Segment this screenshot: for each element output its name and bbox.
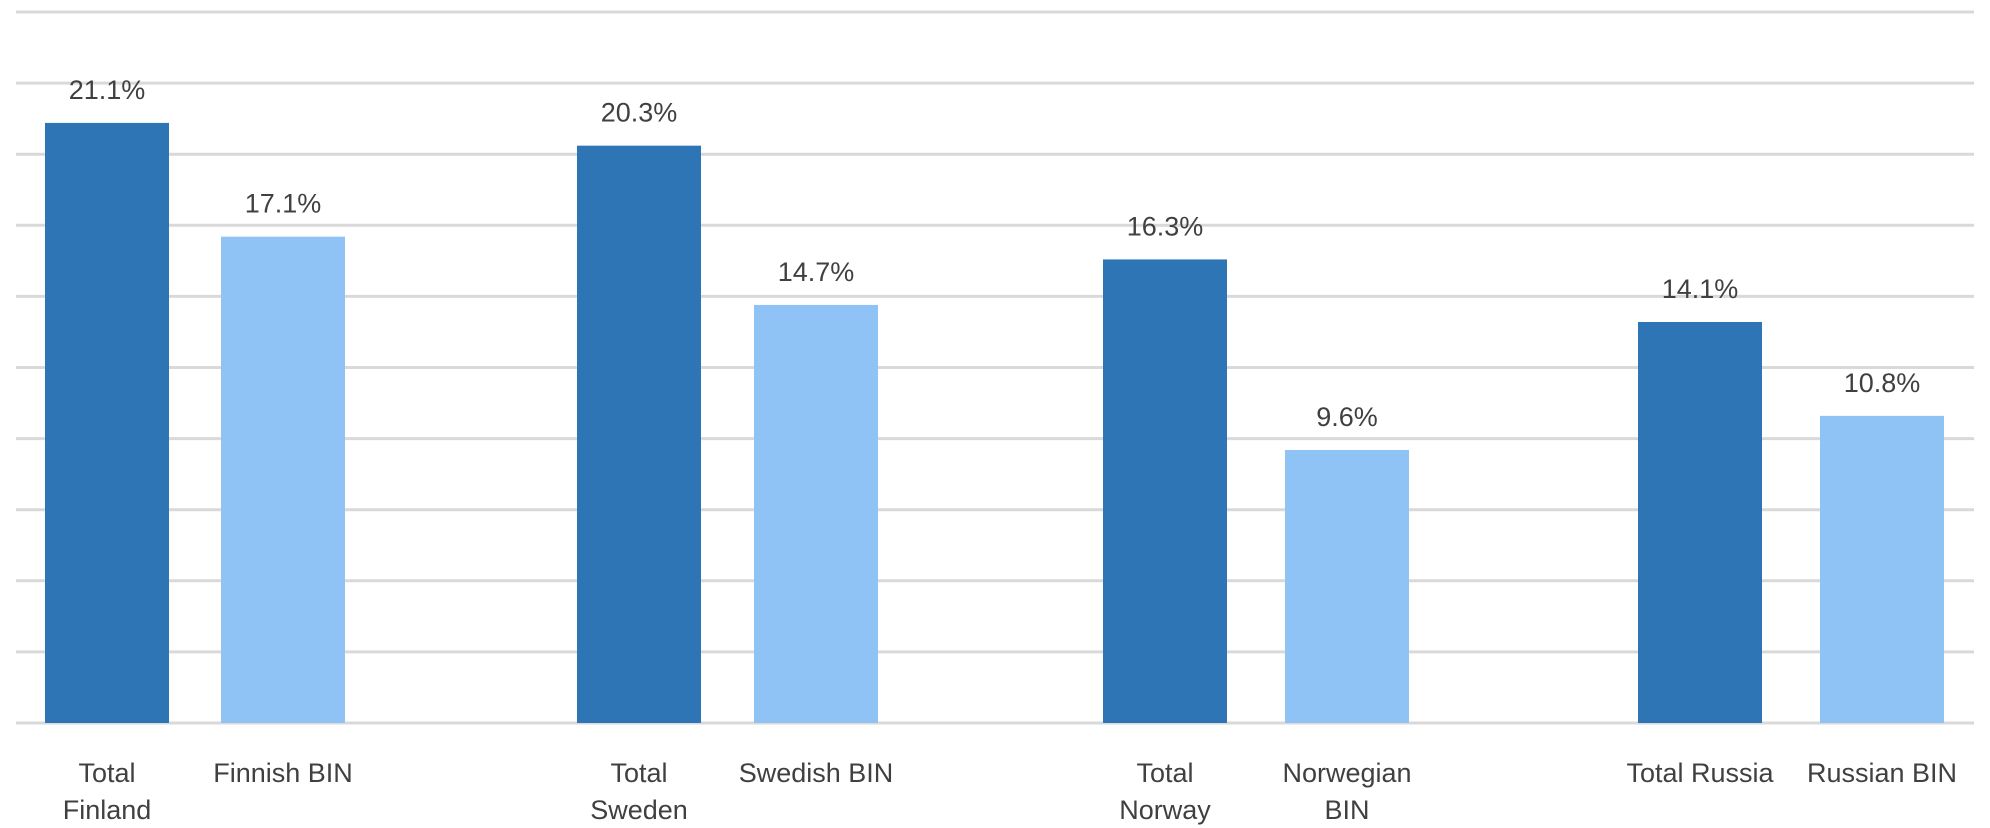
category-label: Total	[610, 758, 667, 788]
data-labels: 21.1% 17.1% 20.3% 14.7% 16.3% 9.6% 14.1% 10.8%	[69, 75, 1921, 432]
category-label: Swedish BIN	[739, 758, 894, 788]
category-label: Total	[78, 758, 135, 788]
category-label: Total	[1136, 758, 1193, 788]
category-label: Norwegian	[1282, 758, 1411, 788]
data-label: 14.7%	[778, 257, 855, 287]
bar	[754, 304, 878, 723]
bar	[221, 236, 345, 723]
category-label: Finland	[63, 795, 152, 825]
data-label: 14.1%	[1662, 274, 1739, 304]
bar	[1285, 449, 1409, 723]
category-label: Sweden	[590, 795, 688, 825]
data-label: 17.1%	[245, 189, 322, 219]
category-label: Norway	[1119, 795, 1211, 825]
data-label: 21.1%	[69, 75, 146, 105]
category-label: Russian BIN	[1807, 758, 1957, 788]
data-label: 16.3%	[1127, 211, 1204, 241]
bars	[45, 122, 1944, 724]
bar	[577, 145, 701, 724]
bar	[1820, 415, 1944, 723]
category-label: BIN	[1324, 795, 1369, 825]
category-labels: Total Finland Finnish BIN Total Sweden Swedis…	[63, 758, 1957, 825]
bar	[45, 122, 169, 723]
category-label: Finnish BIN	[213, 758, 353, 788]
data-label: 9.6%	[1316, 402, 1378, 432]
bar	[1103, 259, 1227, 723]
bar	[1638, 321, 1762, 723]
data-label: 10.8%	[1844, 368, 1921, 398]
data-label: 20.3%	[601, 98, 678, 128]
category-label: Total Russia	[1626, 758, 1774, 788]
